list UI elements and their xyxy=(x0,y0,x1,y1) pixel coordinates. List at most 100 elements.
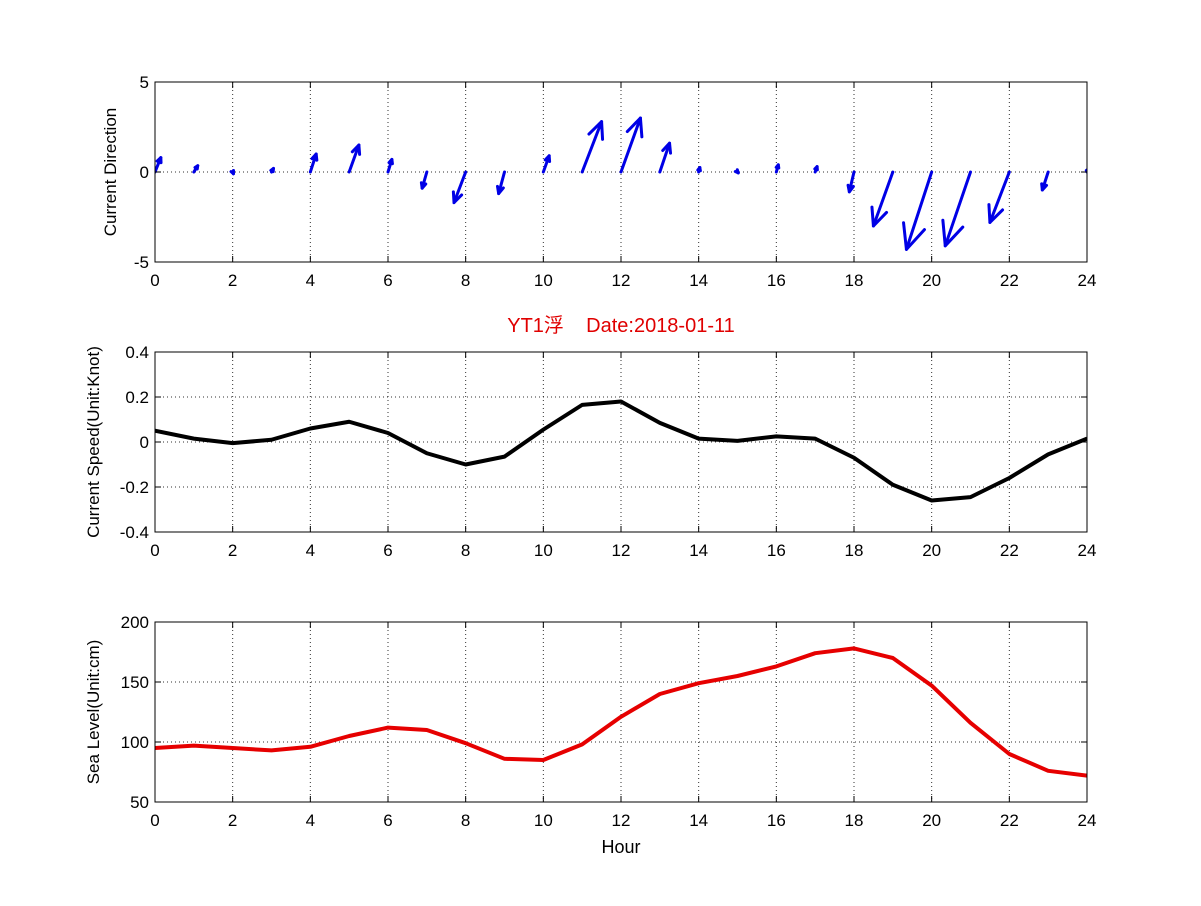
sea-level-data-point xyxy=(465,742,467,744)
sea-level-xtick-label: 20 xyxy=(922,811,941,830)
current-speed-xtick-label: 6 xyxy=(383,541,392,560)
sea-level-xtick-label: 4 xyxy=(306,811,315,830)
direction-arrow xyxy=(580,120,605,174)
current-speed-xtick-label: 20 xyxy=(922,541,941,560)
current-speed-ytick-label: 0 xyxy=(140,433,149,452)
direction-arrow xyxy=(229,169,235,176)
sea-level-data-point xyxy=(659,693,661,695)
current-speed-ytick-label: -0.2 xyxy=(120,478,149,497)
sea-level-data-point xyxy=(387,727,389,729)
current-speed-data-point xyxy=(348,421,350,423)
sea-level-xtick-label: 2 xyxy=(228,811,237,830)
direction-arrow xyxy=(496,170,506,196)
current-speed-data-point xyxy=(271,439,272,441)
sea-level-data-point xyxy=(970,722,971,724)
sea-level-data-point xyxy=(542,759,544,761)
direction-arrow xyxy=(941,170,972,248)
current-speed-data-point xyxy=(426,452,428,454)
sea-level-data-point xyxy=(348,735,350,737)
current-direction-ytick-label: 5 xyxy=(140,73,149,92)
current-speed-data-point xyxy=(892,484,894,486)
current-speed-data-point xyxy=(465,464,467,465)
sea-level-xtick-label: 12 xyxy=(612,811,631,830)
current-direction-xtick-label: 14 xyxy=(689,271,708,290)
sea-level-series xyxy=(155,646,1087,778)
current-speed-xtick-label: 14 xyxy=(689,541,708,560)
current-direction-xtick-label: 22 xyxy=(1000,271,1019,290)
current-speed-xtick-label: 22 xyxy=(1000,541,1019,560)
sea-level-ytick-label: 50 xyxy=(130,793,149,812)
chart-title: YT1浮 Date:2018-01-11 xyxy=(507,314,735,337)
current-speed-xtick-label: 10 xyxy=(534,541,553,560)
sea-level-data-point xyxy=(814,652,816,654)
current-speed-data-point xyxy=(1008,477,1010,479)
current-speed-ylabel: Current Speed(Unit:Knot) xyxy=(84,346,103,538)
sea-level-data-point xyxy=(931,685,933,687)
current-speed-panel: 0 2 4 6 8 10 12 14 16 18 20 22 240.40.20-0.2-0.4 Cur… xyxy=(84,343,1096,560)
current-speed-data-point xyxy=(970,496,971,498)
direction-arrow xyxy=(386,157,394,174)
current-speed-data-point xyxy=(853,457,855,459)
sea-level-data-point xyxy=(1008,753,1010,755)
current-direction-xtick-label: 4 xyxy=(306,271,315,290)
current-direction-xtick-label: 6 xyxy=(383,271,392,290)
direction-arrow xyxy=(269,166,275,174)
current-speed-xtick-label: 2 xyxy=(228,541,237,560)
sea-level-data-point xyxy=(698,682,700,684)
current-direction-xtick-label: 20 xyxy=(922,271,941,290)
sea-level-data-point xyxy=(620,716,622,718)
current-speed-data-point xyxy=(232,442,234,444)
sea-level-data-point xyxy=(892,657,894,659)
current-speed-data-point xyxy=(309,428,311,429)
x-axis-label: Hour xyxy=(601,837,640,857)
direction-arrow xyxy=(987,170,1011,224)
direction-arrow xyxy=(541,154,552,174)
current-speed-data-point xyxy=(814,438,816,440)
sea-level-xtick-label: 18 xyxy=(845,811,864,830)
current-speed-ticks: 0 2 4 6 8 10 12 14 16 18 20 22 240.40.20-0.2-0.4 xyxy=(120,343,1097,560)
current-speed-data-point xyxy=(1047,453,1049,455)
current-speed-ytick-label: -0.4 xyxy=(120,523,149,542)
sea-level-data-point xyxy=(581,743,583,745)
direction-arrow xyxy=(774,163,781,174)
current-speed-data-point xyxy=(737,440,738,442)
current-direction-arrows xyxy=(155,116,1087,251)
direction-arrow xyxy=(347,143,362,174)
current-speed-ytick-label: 0.2 xyxy=(125,388,149,407)
sea-level-ylabel: Sea Level(Unit:cm) xyxy=(84,640,103,785)
direction-arrow xyxy=(902,170,934,251)
sea-level-xtick-label: 16 xyxy=(767,811,786,830)
direction-arrow xyxy=(451,170,468,205)
current-direction-xtick-label: 18 xyxy=(845,271,864,290)
current-speed-data-point xyxy=(193,438,195,440)
current-speed-xtick-label: 8 xyxy=(461,541,470,560)
direction-arrow xyxy=(1040,170,1050,192)
current-speed-xtick-label: 16 xyxy=(767,541,786,560)
direction-arrow xyxy=(733,168,740,175)
direction-arrow xyxy=(419,170,429,190)
direction-arrow xyxy=(813,165,819,174)
current-speed-xtick-label: 0 xyxy=(150,541,159,560)
current-direction-xtick-label: 12 xyxy=(612,271,631,290)
direction-arrow xyxy=(155,156,163,174)
current-speed-data-point xyxy=(581,404,583,406)
sea-level-data-point xyxy=(271,749,272,751)
current-speed-data-point xyxy=(698,438,700,440)
current-speed-data-point xyxy=(542,429,544,431)
sea-level-data-point xyxy=(309,746,311,748)
sea-level-ytick-label: 100 xyxy=(121,733,149,752)
sea-level-ytick-label: 150 xyxy=(121,673,149,692)
current-direction-ytick-label: 0 xyxy=(140,163,149,182)
sea-level-data-point xyxy=(775,665,777,667)
current-speed-xtick-label: 18 xyxy=(845,541,864,560)
sea-level-data-point xyxy=(426,729,428,731)
current-speed-series xyxy=(155,399,1087,503)
direction-arrow xyxy=(192,164,200,174)
sea-level-xtick-label: 10 xyxy=(534,811,553,830)
current-direction-xtick-label: 8 xyxy=(461,271,470,290)
